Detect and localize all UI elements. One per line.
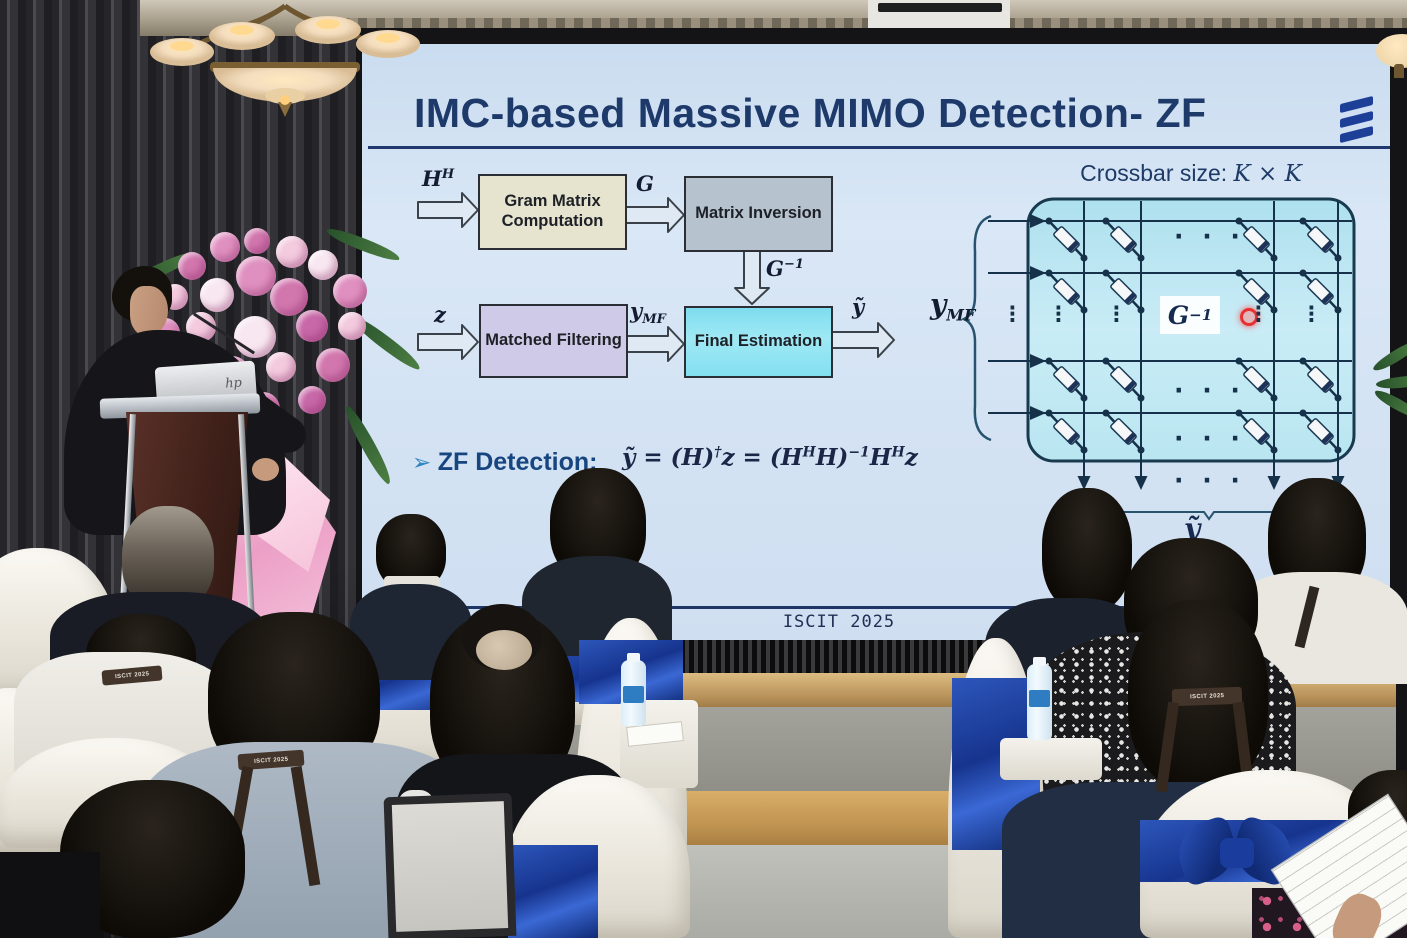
label-g-inverse: G−1 xyxy=(766,256,804,281)
label-ytilde: ỹ xyxy=(852,294,865,319)
flower xyxy=(200,278,234,312)
ericsson-logo xyxy=(1340,95,1380,152)
flower xyxy=(333,274,367,308)
flower xyxy=(270,278,308,316)
crossbar-ellipsis: · · · xyxy=(1174,376,1245,405)
flow-box-matrix-inversion: Matrix Inversion xyxy=(684,176,833,252)
crossbar-vdots: ⋮ xyxy=(1002,302,1023,326)
flow-box-gram-matrix: Gram Matrix Computation xyxy=(478,174,627,250)
slide-footer: ISCIT 2025 xyxy=(782,612,896,632)
water-bottle xyxy=(621,653,646,726)
side-table xyxy=(1000,738,1102,780)
crossbar-title: Crossbar size: K × K xyxy=(1080,160,1302,187)
chair-bow xyxy=(1170,812,1300,898)
right-wall-sliver xyxy=(1396,28,1407,938)
flow-arrows xyxy=(417,192,895,362)
laser-pointer-dot xyxy=(1240,308,1258,326)
crossbar-ellipsis: · · · xyxy=(1174,424,1245,453)
flower xyxy=(178,252,206,280)
flower xyxy=(244,228,270,254)
zf-formula: ỹ = (H)†z = (HHH)−1HHz xyxy=(622,444,918,471)
zf-bullet: ➢ ZF Detection: xyxy=(412,448,597,477)
label-ymf: yMF xyxy=(630,298,666,328)
laptop-logo: hp xyxy=(224,375,243,392)
crossbar-ytilde-label: ỹ xyxy=(1184,512,1201,545)
flower xyxy=(276,236,308,268)
crossbar-vdots: ⋮ xyxy=(1048,302,1069,326)
chair-sash xyxy=(508,845,598,938)
corner-lamp xyxy=(1376,34,1407,78)
crossbar-vdots: ⋮ xyxy=(1248,302,1269,326)
flower xyxy=(298,386,326,414)
footer-rule xyxy=(368,606,1390,609)
title-rule xyxy=(368,146,1390,149)
screen-housing-slot xyxy=(878,3,1002,12)
flower-bouquet xyxy=(123,226,425,489)
flow-box-final-estimation: Final Estimation xyxy=(684,306,833,378)
crossbar-vdots: ⋮ xyxy=(1106,302,1127,326)
flower xyxy=(266,352,296,382)
flower xyxy=(338,312,366,340)
water-bottle xyxy=(1027,657,1052,740)
slide-title: IMC-based Massive MIMO Detection- ZF xyxy=(414,90,1207,136)
crossbar-ginv-label: G −1 xyxy=(1160,296,1220,334)
presenter-face xyxy=(130,286,168,336)
flower xyxy=(296,310,328,342)
label-g: G xyxy=(636,171,654,196)
chandelier xyxy=(150,3,420,117)
crossbar-ellipsis: · · · xyxy=(1174,466,1245,495)
audience-head xyxy=(1042,488,1132,612)
crossbar-ymf-label: yMF xyxy=(930,288,976,325)
hair-scrunchie xyxy=(476,630,532,670)
flower xyxy=(210,232,240,262)
label-z: z xyxy=(434,302,446,327)
audience-shoulders xyxy=(0,852,100,938)
bullet-arrow-icon: ➢ xyxy=(412,450,432,476)
flower xyxy=(316,348,350,382)
flower xyxy=(308,250,338,280)
slide: IMC-based Massive MIMO Detection- ZF xyxy=(362,44,1390,642)
crossbar-diagram xyxy=(960,197,1356,521)
presenter-hand xyxy=(252,458,279,481)
flow-box-matched-filtering: Matched Filtering xyxy=(479,304,628,378)
flower xyxy=(236,256,276,296)
projection-screen: IMC-based Massive MIMO Detection- ZF xyxy=(356,28,1396,674)
open-laptop xyxy=(383,792,517,938)
zf-label: ZF Detection: xyxy=(437,448,598,476)
label-hh: HH xyxy=(422,166,455,191)
crossbar-ellipsis: · · · xyxy=(1174,222,1245,251)
crossbar-vdots: ⋮ xyxy=(1301,302,1322,326)
